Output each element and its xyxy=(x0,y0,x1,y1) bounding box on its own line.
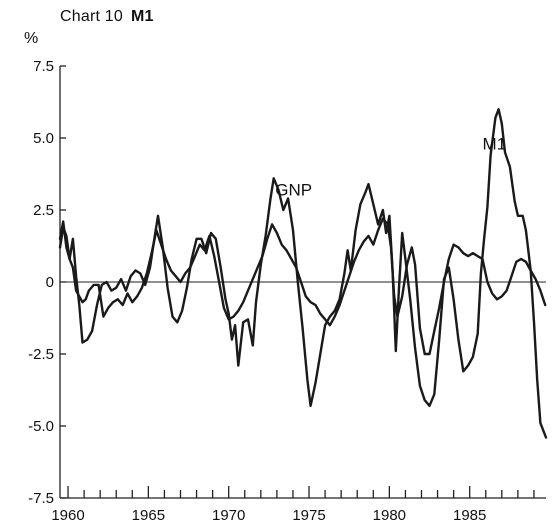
y-axis-unit-label: % xyxy=(24,30,39,47)
x-tick-label: 1980 xyxy=(373,507,406,524)
x-tick-label: 1970 xyxy=(212,507,245,524)
chart-title: Chart 10 M1 xyxy=(60,8,154,26)
x-tick-label: 1965 xyxy=(132,507,165,524)
chart-title-main: M1 xyxy=(130,8,154,25)
chart-title-prefix: Chart 10 xyxy=(60,8,123,25)
series-line-gnp xyxy=(58,217,547,356)
y-tick-label: 2.5 xyxy=(33,202,54,219)
y-tick-label: -7.5 xyxy=(28,490,54,507)
y-tick-label: -2.5 xyxy=(28,346,54,363)
x-tick-label: 1960 xyxy=(51,507,84,524)
x-tick-label: 1985 xyxy=(453,507,486,524)
axes xyxy=(59,65,546,499)
series-line-m1 xyxy=(58,108,548,439)
series-group xyxy=(58,108,548,439)
y-tick-label: 5.0 xyxy=(33,130,54,147)
x-tick-label: 1975 xyxy=(292,507,325,524)
series-label-gnp: GNP xyxy=(275,181,312,200)
y-tick-label: 7.5 xyxy=(33,58,54,75)
series-label-m1: M1 xyxy=(483,135,507,154)
y-tick-label: -5.0 xyxy=(28,418,54,435)
y-tick-label: 0 xyxy=(46,274,54,291)
